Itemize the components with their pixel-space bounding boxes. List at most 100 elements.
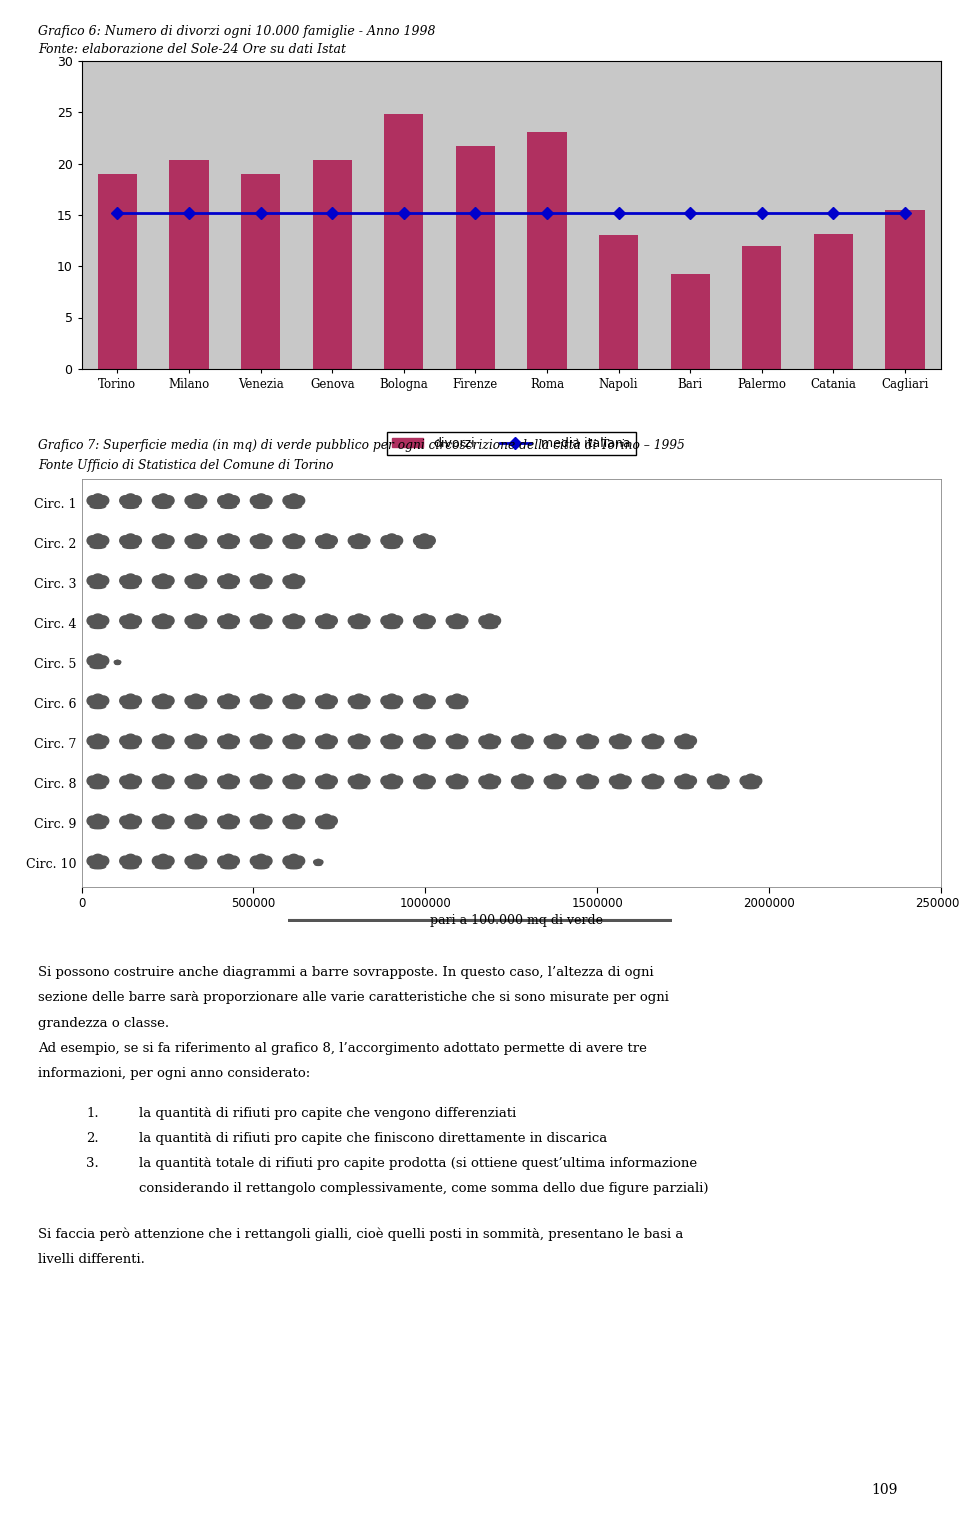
Text: grandezza o classe.: grandezza o classe. <box>38 1017 170 1030</box>
Ellipse shape <box>158 774 168 782</box>
Text: informazioni, per ogni anno considerato:: informazioni, per ogni anno considerato: <box>38 1067 311 1081</box>
Ellipse shape <box>153 495 162 506</box>
Ellipse shape <box>351 544 367 549</box>
Ellipse shape <box>611 736 630 747</box>
Text: considerando il rettangolo complessivamente, come somma dello due figure parzial: considerando il rettangolo complessivame… <box>139 1183 708 1195</box>
Ellipse shape <box>197 776 206 786</box>
Ellipse shape <box>648 735 659 742</box>
Ellipse shape <box>132 776 141 786</box>
Ellipse shape <box>256 814 266 821</box>
Ellipse shape <box>482 623 497 628</box>
Ellipse shape <box>295 815 304 826</box>
Ellipse shape <box>452 693 462 703</box>
Ellipse shape <box>154 776 173 788</box>
Text: la quantità di rifiuti pro capite che vengono differenziati: la quantità di rifiuti pro capite che ve… <box>139 1106 516 1120</box>
Ellipse shape <box>322 814 331 821</box>
Ellipse shape <box>126 575 135 582</box>
Ellipse shape <box>256 533 266 541</box>
Ellipse shape <box>612 785 628 789</box>
Ellipse shape <box>578 776 597 788</box>
Ellipse shape <box>87 776 97 786</box>
Ellipse shape <box>283 856 294 866</box>
Ellipse shape <box>87 856 97 866</box>
Ellipse shape <box>319 704 334 709</box>
Ellipse shape <box>191 614 201 622</box>
Text: 109: 109 <box>872 1483 898 1497</box>
Ellipse shape <box>283 736 294 745</box>
Ellipse shape <box>447 696 467 707</box>
Ellipse shape <box>415 616 434 628</box>
Ellipse shape <box>88 616 108 628</box>
Legend: divorzi, media italiana: divorzi, media italiana <box>387 431 636 454</box>
Ellipse shape <box>158 614 168 622</box>
Ellipse shape <box>121 776 140 788</box>
Ellipse shape <box>547 744 563 748</box>
Ellipse shape <box>93 774 103 782</box>
Ellipse shape <box>99 776 108 786</box>
Ellipse shape <box>284 856 303 867</box>
Ellipse shape <box>99 696 108 706</box>
Ellipse shape <box>185 576 195 585</box>
Ellipse shape <box>251 576 261 585</box>
Ellipse shape <box>512 776 522 786</box>
Ellipse shape <box>322 774 331 782</box>
Ellipse shape <box>88 856 108 867</box>
Ellipse shape <box>188 785 204 789</box>
Ellipse shape <box>588 736 598 745</box>
Ellipse shape <box>327 616 337 625</box>
Ellipse shape <box>319 623 334 628</box>
Ellipse shape <box>126 855 135 863</box>
Ellipse shape <box>229 536 239 546</box>
Ellipse shape <box>351 704 367 709</box>
Ellipse shape <box>317 535 336 547</box>
Ellipse shape <box>154 696 173 707</box>
Ellipse shape <box>349 736 369 747</box>
Ellipse shape <box>251 495 261 506</box>
Ellipse shape <box>221 744 236 748</box>
Ellipse shape <box>393 696 402 706</box>
Ellipse shape <box>491 776 500 786</box>
Ellipse shape <box>253 864 269 869</box>
Ellipse shape <box>314 860 318 864</box>
Ellipse shape <box>115 660 120 664</box>
Ellipse shape <box>221 544 236 549</box>
Text: 2.: 2. <box>86 1132 99 1145</box>
Ellipse shape <box>88 535 108 547</box>
Ellipse shape <box>121 856 140 867</box>
Ellipse shape <box>224 735 233 742</box>
Ellipse shape <box>164 616 174 625</box>
Ellipse shape <box>90 584 106 588</box>
Ellipse shape <box>88 776 108 788</box>
Ellipse shape <box>583 774 593 782</box>
Ellipse shape <box>93 614 103 622</box>
Ellipse shape <box>480 736 499 747</box>
Ellipse shape <box>556 776 565 786</box>
Ellipse shape <box>120 536 130 546</box>
Ellipse shape <box>120 856 130 866</box>
Ellipse shape <box>158 575 168 582</box>
Ellipse shape <box>191 855 201 863</box>
Ellipse shape <box>550 774 561 782</box>
Ellipse shape <box>186 616 205 628</box>
Ellipse shape <box>191 533 201 541</box>
Ellipse shape <box>678 785 693 789</box>
Ellipse shape <box>449 785 465 789</box>
Ellipse shape <box>387 735 396 742</box>
Ellipse shape <box>449 623 465 628</box>
Ellipse shape <box>289 774 299 782</box>
Ellipse shape <box>253 785 269 789</box>
Bar <box>241 174 280 369</box>
Ellipse shape <box>185 736 195 745</box>
Ellipse shape <box>224 614 233 622</box>
Ellipse shape <box>360 616 370 625</box>
Ellipse shape <box>381 696 392 706</box>
Ellipse shape <box>114 661 117 663</box>
Ellipse shape <box>186 495 205 507</box>
Ellipse shape <box>87 616 97 625</box>
Ellipse shape <box>252 856 271 867</box>
Ellipse shape <box>99 736 108 745</box>
Ellipse shape <box>153 856 162 866</box>
Ellipse shape <box>126 533 135 541</box>
Ellipse shape <box>420 693 429 703</box>
Ellipse shape <box>314 860 323 866</box>
